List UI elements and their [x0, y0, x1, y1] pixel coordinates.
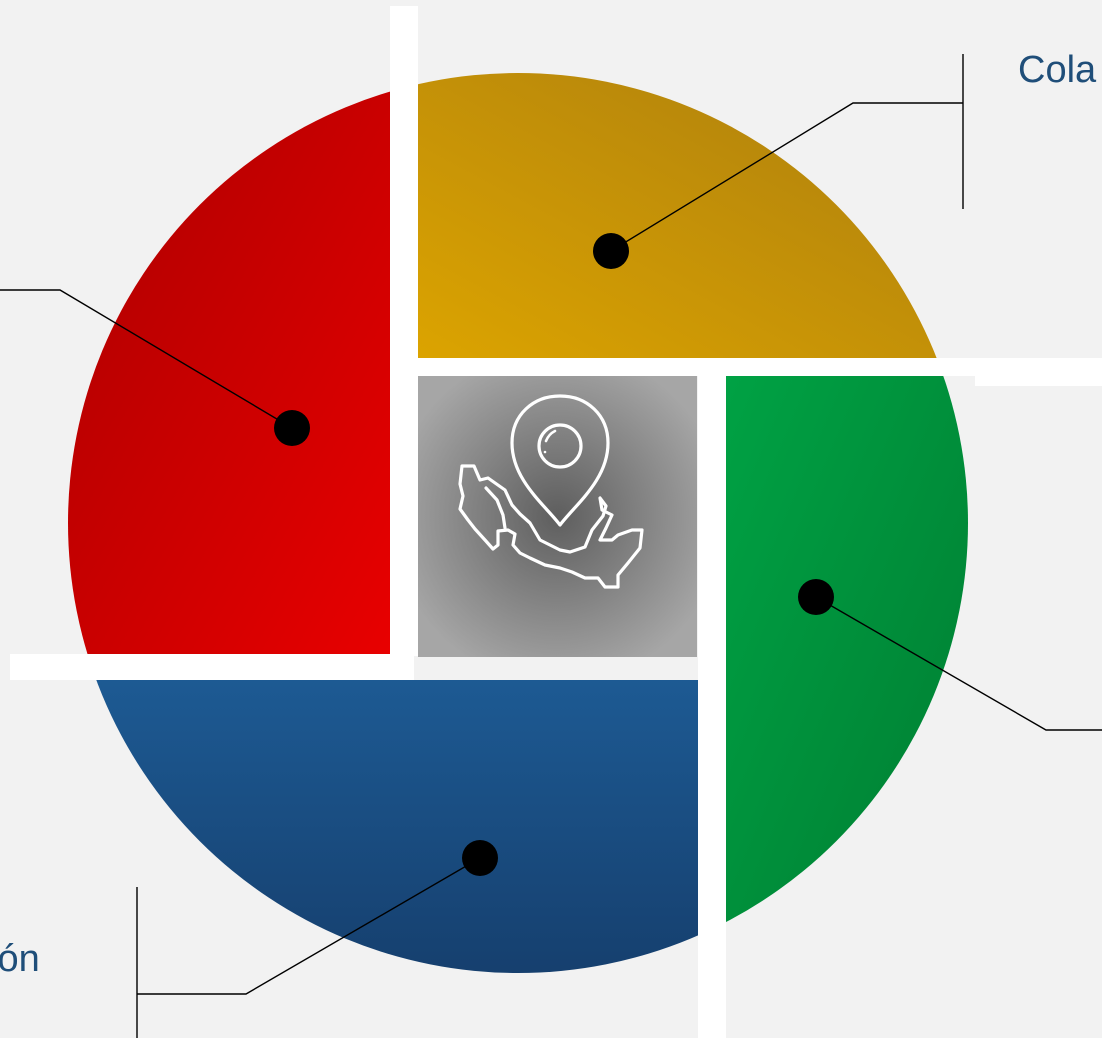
map-outline-icon: [458, 464, 644, 589]
pin-lens-icon: [537, 423, 583, 469]
segment-red: [68, 73, 390, 654]
label-top-right: Cola: [1018, 49, 1097, 91]
mexico-map-location-pin-icon: [458, 394, 644, 589]
location-pin-icon: [510, 394, 610, 527]
center-box: [418, 376, 697, 657]
leader-line-blue: [137, 857, 481, 995]
leader-line-green: [815, 596, 1102, 731]
markers: [274, 233, 834, 876]
separator-horizontal-right: [410, 358, 1102, 376]
separators: [10, 6, 1102, 1038]
leader-line-gold: [610, 102, 963, 252]
separator-vertical-top: [390, 6, 418, 656]
pin-lens-dot-icon: [543, 450, 547, 454]
label-bottom-left: ción: [0, 938, 40, 980]
leader-line-red: [0, 289, 293, 429]
map-peninsula-icon: [484, 486, 507, 530]
separator-vertical-bottom: [698, 376, 726, 1038]
marker-dot-red: [274, 410, 310, 446]
separator-horizontal-right-tab: [975, 358, 1102, 386]
segment-blue: [68, 680, 698, 973]
marker-dot-gold: [593, 233, 629, 269]
marker-dot-blue: [462, 840, 498, 876]
segment-gold: [410, 73, 968, 360]
pin-lens-glint-icon: [544, 429, 557, 443]
segment-green: [724, 376, 968, 973]
separator-horizontal-left: [10, 654, 414, 680]
leader-lines: [0, 54, 1102, 1038]
marker-dot-green: [798, 579, 834, 615]
